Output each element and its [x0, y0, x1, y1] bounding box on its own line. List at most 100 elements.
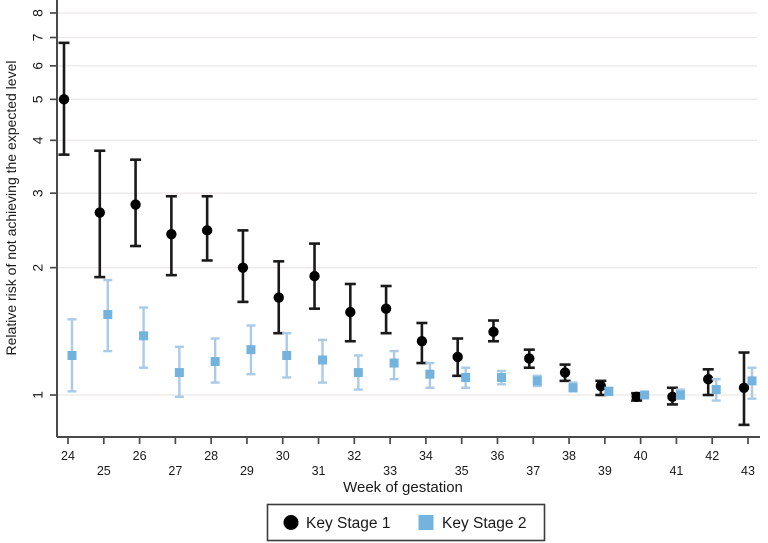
ks1-errorbar-week-32 — [344, 282, 356, 343]
ks1-point-week-24 — [58, 94, 70, 105]
ks1-point-week-33 — [380, 303, 392, 314]
x-tick-label-43: 43 — [741, 464, 755, 478]
x-tick-label-35: 35 — [455, 464, 469, 478]
ks1-point-week-36 — [488, 326, 499, 338]
ks1-point-week-34 — [416, 336, 428, 347]
gridlines — [58, 12, 757, 396]
series-ks1 — [58, 41, 750, 427]
ks2-errorbar-week-28 — [210, 337, 220, 384]
ks1-point-week-39 — [595, 380, 607, 392]
ks1-point-week-41 — [667, 391, 678, 403]
ks1-errorbar-week-41 — [666, 386, 678, 406]
ks1-point-week-42 — [703, 373, 714, 385]
ks2-point-week-34 — [425, 369, 435, 379]
y-tick-label-7: 7 — [30, 33, 46, 41]
x-tick-label-36: 36 — [491, 449, 505, 463]
x-tick-label-38: 38 — [562, 449, 576, 463]
ks2-point-week-42 — [711, 385, 721, 395]
y-tick-label-6: 6 — [30, 62, 46, 70]
ks2-point-week-39 — [604, 386, 614, 396]
y-tick-label-8: 8 — [30, 9, 46, 17]
ks1-errorbar-week-33 — [380, 284, 392, 335]
x-tick-label-30: 30 — [276, 449, 290, 463]
ks1-point-week-29 — [237, 262, 249, 273]
ks2-errorbar-week-25 — [103, 278, 113, 353]
ks2-point-week-36 — [496, 372, 506, 382]
ks2-errorbar-week-38 — [568, 381, 578, 393]
ks2-errorbar-week-41 — [675, 388, 685, 400]
ks1-point-week-28 — [201, 225, 213, 236]
y-axis: 1 2 3 4 5 6 7 8 Relative risk of not achieving … — [3, 0, 58, 437]
ks2-point-week-37 — [532, 376, 542, 386]
ks2-errorbar-week-31 — [318, 338, 328, 384]
ks2-point-week-43 — [747, 376, 757, 386]
ks2-point-week-28 — [210, 357, 220, 367]
ks2-point-week-29 — [246, 345, 256, 355]
y-tick-label-1: 1 — [30, 391, 46, 399]
y-axis-title: Relative risk of not achieving the expec… — [3, 61, 19, 356]
ks1-point-week-25 — [94, 207, 105, 218]
ks2-errorbar-week-26 — [139, 306, 149, 369]
ks2-point-week-25 — [103, 309, 113, 319]
ks2-errorbar-week-42 — [711, 377, 721, 402]
ks1-errorbar-week-38 — [559, 363, 571, 383]
ks2-errorbar-week-39 — [604, 386, 614, 397]
key-stage-2-square-icon — [418, 515, 434, 530]
ks2-errorbar-week-33 — [389, 349, 399, 381]
ks1-errorbar-week-29 — [237, 229, 249, 304]
ks2-point-week-38 — [568, 383, 578, 393]
ks2-point-week-24 — [67, 350, 77, 360]
ks1-point-week-31 — [309, 270, 320, 282]
legend-label-key-stage-1: Key Stage 1 — [306, 515, 390, 532]
series-ks2 — [67, 278, 757, 402]
y-tick-label-2: 2 — [30, 264, 46, 272]
ks1-errorbar-week-42 — [702, 368, 714, 397]
ks1-errorbar-week-36 — [487, 319, 499, 343]
ks1-errorbar-week-34 — [416, 321, 428, 365]
ks2-errorbar-week-29 — [246, 324, 256, 376]
key-stage-1-circle-icon — [283, 515, 299, 530]
ks2-errorbar-week-36 — [496, 369, 506, 386]
ks1-point-week-43 — [738, 382, 750, 393]
ks2-point-week-31 — [318, 355, 328, 365]
ks1-errorbar-week-26 — [130, 158, 142, 248]
ks1-point-week-26 — [130, 199, 141, 210]
x-tick-label-29: 29 — [240, 464, 254, 478]
x-axis: 24 25 26 27 28 29 30 31 32 33 34 35 36 37 38 39 40 41 42 43… — [57, 436, 760, 496]
ks2-errorbar-week-24 — [67, 318, 77, 393]
ks1-point-week-27 — [166, 228, 177, 240]
ks2-errorbar-week-34 — [425, 361, 435, 389]
ks1-errorbar-week-30 — [273, 260, 285, 335]
ks2-errorbar-week-40 — [640, 390, 650, 400]
ks2-point-week-33 — [389, 358, 399, 368]
y-ticks: 1 2 3 4 5 6 7 8 — [30, 9, 57, 399]
x-tick-label-37: 37 — [526, 464, 540, 478]
x-tick-label-32: 32 — [347, 449, 361, 463]
x-tick-label-41: 41 — [669, 464, 683, 478]
y-tick-label-4: 4 — [30, 136, 46, 144]
x-tick-label-40: 40 — [634, 449, 648, 463]
legend-label-key-stage-2: Key Stage 2 — [442, 515, 526, 532]
ks1-errorbar-week-37 — [523, 348, 535, 370]
ks2-errorbar-week-30 — [282, 331, 292, 379]
legend-box — [266, 503, 546, 542]
x-tick-label-34: 34 — [419, 449, 433, 463]
x-tick-label-27: 27 — [168, 464, 182, 478]
legend: Key Stage 1 Key Stage 2 — [266, 503, 546, 542]
ks2-point-week-27 — [174, 368, 184, 378]
ks1-errorbar-week-25 — [94, 149, 106, 279]
y-tick-label-3: 3 — [30, 189, 46, 197]
ks2-point-week-40 — [640, 390, 650, 400]
x-tick-label-39: 39 — [598, 464, 612, 478]
x-tick-label-31: 31 — [312, 464, 326, 478]
ks2-errorbar-week-35 — [461, 366, 471, 389]
ks1-errorbar-week-28 — [201, 194, 213, 262]
ks1-point-week-32 — [345, 306, 356, 318]
ks1-errorbar-week-39 — [595, 379, 607, 397]
x-ticks: 24 25 26 27 28 29 30 31 32 33 34 35 36 37 38 39 40 41 42 43 — [61, 437, 755, 478]
ks2-errorbar-week-27 — [174, 345, 184, 399]
ks1-point-week-38 — [559, 367, 571, 378]
ks1-errorbar-week-27 — [165, 194, 177, 277]
ks1-point-week-35 — [452, 351, 463, 363]
